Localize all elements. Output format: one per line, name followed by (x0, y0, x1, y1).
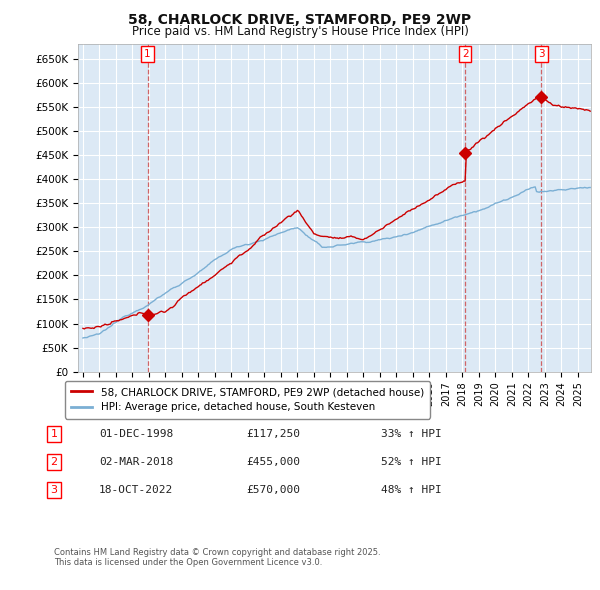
Legend: 58, CHARLOCK DRIVE, STAMFORD, PE9 2WP (detached house), HPI: Average price, deta: 58, CHARLOCK DRIVE, STAMFORD, PE9 2WP (d… (65, 381, 430, 418)
Text: 18-OCT-2022: 18-OCT-2022 (99, 486, 173, 495)
Text: 1: 1 (144, 49, 151, 59)
Text: £117,250: £117,250 (246, 429, 300, 438)
Text: 52% ↑ HPI: 52% ↑ HPI (381, 457, 442, 467)
Text: 58, CHARLOCK DRIVE, STAMFORD, PE9 2WP: 58, CHARLOCK DRIVE, STAMFORD, PE9 2WP (128, 13, 472, 27)
Text: 3: 3 (538, 49, 545, 59)
Text: £455,000: £455,000 (246, 457, 300, 467)
Text: 1: 1 (50, 429, 58, 438)
Text: 01-DEC-1998: 01-DEC-1998 (99, 429, 173, 438)
Text: 2: 2 (50, 457, 58, 467)
Text: 02-MAR-2018: 02-MAR-2018 (99, 457, 173, 467)
Text: 3: 3 (50, 486, 58, 495)
Text: £570,000: £570,000 (246, 486, 300, 495)
Text: 2: 2 (462, 49, 469, 59)
Text: Contains HM Land Registry data © Crown copyright and database right 2025.
This d: Contains HM Land Registry data © Crown c… (54, 548, 380, 567)
Text: Price paid vs. HM Land Registry's House Price Index (HPI): Price paid vs. HM Land Registry's House … (131, 25, 469, 38)
Text: 48% ↑ HPI: 48% ↑ HPI (381, 486, 442, 495)
Text: 33% ↑ HPI: 33% ↑ HPI (381, 429, 442, 438)
